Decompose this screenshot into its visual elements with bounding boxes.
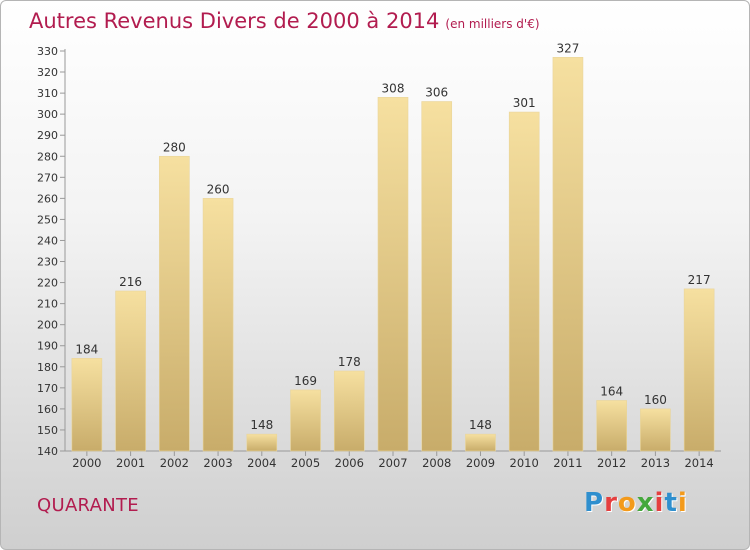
y-tick-label: 250: [37, 213, 58, 226]
x-tick-label: 2006: [335, 456, 364, 470]
labels: 184 216 280 260 148 169 178 308 306 148 301 327 164 1…: [75, 41, 710, 432]
y-tick-label: 190: [37, 340, 58, 353]
x-tick-label: 2005: [291, 456, 320, 470]
x-tick-label: 2008: [422, 456, 451, 470]
bar: [115, 290, 146, 452]
data-label: 164: [600, 384, 623, 398]
data-label: 308: [382, 81, 405, 95]
x-tick-label: 2002: [160, 456, 189, 470]
bar: [377, 97, 409, 452]
bar: [596, 400, 627, 452]
bar: [552, 57, 584, 452]
logo-letter: r: [604, 488, 618, 518]
y-tick-label: 270: [37, 171, 58, 184]
data-label: 280: [163, 140, 186, 154]
data-label: 178: [338, 355, 361, 369]
data-label: 148: [250, 418, 273, 432]
logo-letter: x: [636, 488, 655, 518]
bar: [290, 389, 321, 452]
bars: [71, 57, 715, 452]
x-tick-label: 2003: [203, 456, 232, 470]
bar: [246, 433, 278, 452]
x-tick-label: 2000: [72, 456, 101, 470]
commune-name: QUARANTE: [37, 495, 139, 516]
y-tick-label: 210: [37, 298, 58, 311]
chart-title: Autres Revenus Divers de 2000 à 2014 (en …: [29, 9, 540, 33]
data-label: 169: [294, 374, 317, 388]
proxiti-logo[interactable]: Proxiti: [584, 488, 688, 518]
y-tick-label: 230: [37, 256, 58, 269]
logo-letter: i: [677, 488, 688, 518]
data-label: 217: [688, 273, 711, 287]
y-tick-label: 150: [37, 424, 58, 437]
data-label: 148: [469, 418, 492, 432]
x-tick-label: 2009: [466, 456, 495, 470]
data-label: 306: [425, 86, 448, 100]
data-label: 327: [556, 41, 579, 55]
y-tick-label: 330: [37, 45, 58, 58]
x-tick-label: 2014: [684, 456, 713, 470]
logo-letter: o: [617, 488, 637, 518]
bar: [421, 101, 453, 452]
bar: [71, 358, 103, 452]
logo-letter: i: [654, 488, 665, 518]
bar: [640, 408, 671, 452]
y-tick-label: 320: [37, 66, 58, 79]
x-tick-label: 2012: [597, 456, 626, 470]
logo-letter: P: [584, 488, 605, 518]
y-tick-label: 240: [37, 234, 58, 247]
bar: [202, 198, 234, 452]
y-tick-label: 300: [37, 108, 58, 121]
data-label: 301: [513, 96, 536, 110]
bar: [333, 370, 365, 452]
y-tick-label: 220: [37, 277, 58, 290]
x-tick-label: 2011: [553, 456, 582, 470]
data-label: 216: [119, 275, 142, 289]
x-tick-label: 2001: [116, 456, 145, 470]
y-tick-label: 140: [37, 445, 58, 458]
y-tick-label: 260: [37, 192, 58, 205]
subtitle-text: (en milliers d'€): [445, 17, 540, 31]
bar: [465, 433, 496, 452]
y-tick-label: 180: [37, 361, 58, 374]
y-tick-label: 290: [37, 129, 58, 142]
x-tick-label: 2010: [510, 456, 539, 470]
y-tick-label: 160: [37, 403, 58, 416]
x-tick-label: 2007: [378, 456, 407, 470]
bar: [683, 288, 715, 452]
data-label: 160: [644, 393, 667, 407]
title-text: Autres Revenus Divers de 2000 à 2014: [29, 9, 440, 33]
axes: 140 150 160 170 180 190 200 210 220 230 240 250 260 2…: [37, 45, 721, 470]
y-tick-label: 200: [37, 319, 58, 332]
data-label: 260: [207, 182, 230, 196]
data-label: 184: [75, 342, 98, 356]
x-tick-label: 2013: [641, 456, 670, 470]
y-tick-label: 280: [37, 150, 58, 163]
bar: [508, 111, 540, 452]
bar: [159, 155, 190, 452]
y-tick-label: 310: [37, 87, 58, 100]
y-tick-label: 170: [37, 382, 58, 395]
x-tick-label: 2004: [247, 456, 276, 470]
logo-letter: t: [664, 488, 678, 518]
